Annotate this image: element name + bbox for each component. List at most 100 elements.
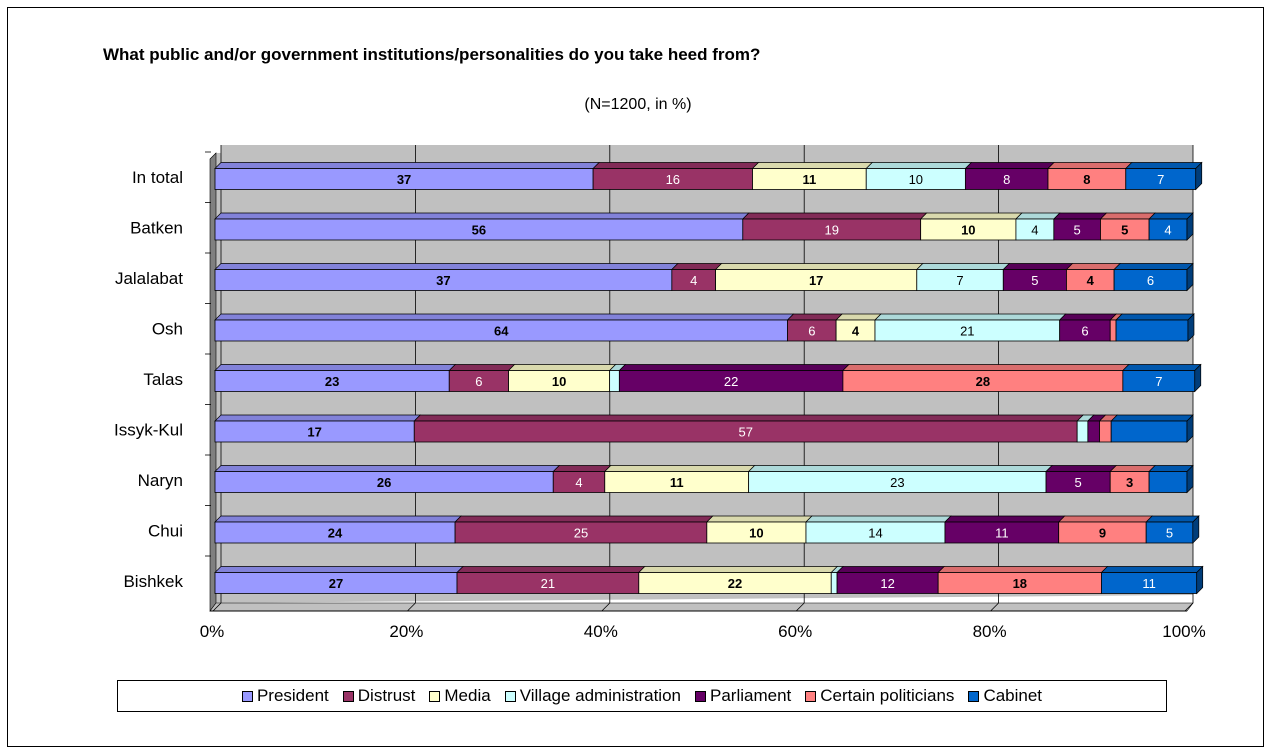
data-label: 4 bbox=[690, 273, 697, 288]
data-label: 4 bbox=[575, 475, 582, 490]
data-label: 23 bbox=[325, 374, 339, 389]
data-label: 25 bbox=[574, 526, 588, 541]
bar-top-face bbox=[1115, 313, 1195, 321]
legend-label: President bbox=[256, 686, 329, 705]
category-label: Bishkek bbox=[123, 572, 183, 591]
legend-item: Certain politicians bbox=[805, 686, 954, 706]
bar-top-face bbox=[1122, 364, 1202, 371]
data-label: 10 bbox=[961, 223, 975, 238]
data-label: 9 bbox=[1099, 526, 1106, 541]
bar-top-face bbox=[751, 162, 874, 169]
data-label: 5 bbox=[1121, 223, 1128, 238]
floor-gridline bbox=[212, 602, 222, 612]
bar-top-face bbox=[1145, 515, 1200, 523]
legend-label: Village administration bbox=[519, 686, 681, 705]
bar-top-face bbox=[1124, 162, 1203, 169]
data-label: 4 bbox=[1164, 223, 1171, 238]
bar-top-face bbox=[842, 364, 1130, 371]
bar-top-face bbox=[964, 162, 1055, 169]
bar-top-face bbox=[507, 364, 617, 371]
data-label: 37 bbox=[436, 273, 450, 288]
bar-top-face bbox=[1148, 465, 1194, 472]
data-label: 6 bbox=[808, 324, 815, 339]
data-label: 6 bbox=[1147, 273, 1154, 288]
legend-item: Parliament bbox=[694, 686, 791, 706]
bar-top-face bbox=[214, 212, 750, 220]
bar-top-face bbox=[741, 212, 928, 220]
legend-item: Village administration bbox=[504, 686, 681, 706]
bar-top-face bbox=[786, 313, 843, 321]
floor-gridline bbox=[990, 602, 999, 612]
x-tick-label: 80% bbox=[973, 622, 1007, 641]
bar-top-face bbox=[1148, 212, 1194, 220]
data-label: 5 bbox=[1074, 223, 1081, 238]
x-tick-label: 20% bbox=[389, 622, 423, 641]
bar-top-face bbox=[214, 465, 561, 472]
bar-top-face bbox=[214, 515, 462, 523]
data-label: 11 bbox=[1142, 576, 1156, 591]
bar-top-face bbox=[214, 566, 464, 573]
bar-side-face bbox=[1187, 313, 1195, 342]
data-label: 14 bbox=[868, 526, 882, 541]
bar-top-face bbox=[836, 566, 946, 573]
bar-top-face bbox=[874, 313, 1067, 321]
bar-top-face bbox=[835, 313, 882, 321]
bar-top-face bbox=[454, 515, 714, 523]
bar-segment-village-administration bbox=[830, 572, 838, 594]
bar-top-face bbox=[937, 566, 1109, 573]
data-label: 5 bbox=[1166, 526, 1173, 541]
bar-top-face bbox=[1057, 515, 1154, 523]
floor-gridline bbox=[795, 602, 805, 612]
bar-side-face bbox=[1194, 363, 1202, 393]
bar-top-face bbox=[1002, 263, 1074, 270]
bar-side-face bbox=[1186, 212, 1194, 241]
bar-top-face bbox=[603, 465, 756, 472]
category-label: Chui bbox=[148, 522, 183, 541]
data-label: 4 bbox=[852, 324, 860, 339]
bar-segment-certain-politicians bbox=[1099, 420, 1112, 443]
data-label: 10 bbox=[552, 374, 566, 389]
data-label: 6 bbox=[475, 374, 482, 389]
bar-side-face bbox=[1196, 565, 1204, 595]
bar-top-face bbox=[1047, 162, 1133, 169]
bar-top-face bbox=[637, 566, 839, 573]
bar-top-face bbox=[456, 566, 646, 573]
data-label: 10 bbox=[909, 172, 923, 187]
bar-top-face bbox=[865, 162, 973, 169]
data-label: 22 bbox=[728, 576, 742, 591]
floor-gridline bbox=[1184, 602, 1194, 612]
bar-top-face bbox=[214, 162, 600, 169]
bar-top-face bbox=[214, 364, 457, 371]
legend-swatch bbox=[805, 690, 817, 702]
category-label: Naryn bbox=[138, 471, 183, 490]
data-label: 7 bbox=[1157, 172, 1164, 187]
category-label: Jalalabat bbox=[115, 269, 183, 288]
bar-segment-cabinet bbox=[1148, 471, 1188, 493]
bar-top-face bbox=[805, 515, 952, 523]
bar-top-face bbox=[1065, 263, 1121, 270]
bar-top-face bbox=[214, 313, 795, 321]
bar-top-face bbox=[714, 263, 924, 270]
bar-top-face bbox=[1058, 313, 1118, 321]
data-label: 7 bbox=[1155, 374, 1162, 389]
legend-label: Media bbox=[444, 686, 491, 705]
bar-top-face bbox=[915, 263, 1011, 270]
bar-top-face bbox=[747, 465, 1053, 472]
data-label: 19 bbox=[824, 223, 838, 238]
data-label: 12 bbox=[880, 576, 894, 591]
bar-segment-village-administration bbox=[1076, 420, 1089, 443]
legend-item: Distrust bbox=[342, 686, 415, 706]
x-tick-label: 40% bbox=[584, 622, 618, 641]
data-label: 17 bbox=[809, 273, 823, 288]
data-label: 5 bbox=[1075, 475, 1082, 490]
legend-swatch bbox=[342, 690, 354, 702]
data-label: 5 bbox=[1031, 273, 1038, 288]
floor-gridline bbox=[407, 602, 416, 612]
bar-top-face bbox=[944, 515, 1066, 523]
bar-top-face bbox=[413, 414, 1085, 422]
stacked-bar-chart: 0% 20% 40% 60% 80% 100% In total Batken Jalalaba… bbox=[114, 145, 1206, 641]
category-label: Talas bbox=[143, 370, 183, 389]
data-label: 11 bbox=[995, 526, 1009, 541]
bar-side-face bbox=[1192, 515, 1200, 544]
data-label: 57 bbox=[738, 425, 752, 440]
